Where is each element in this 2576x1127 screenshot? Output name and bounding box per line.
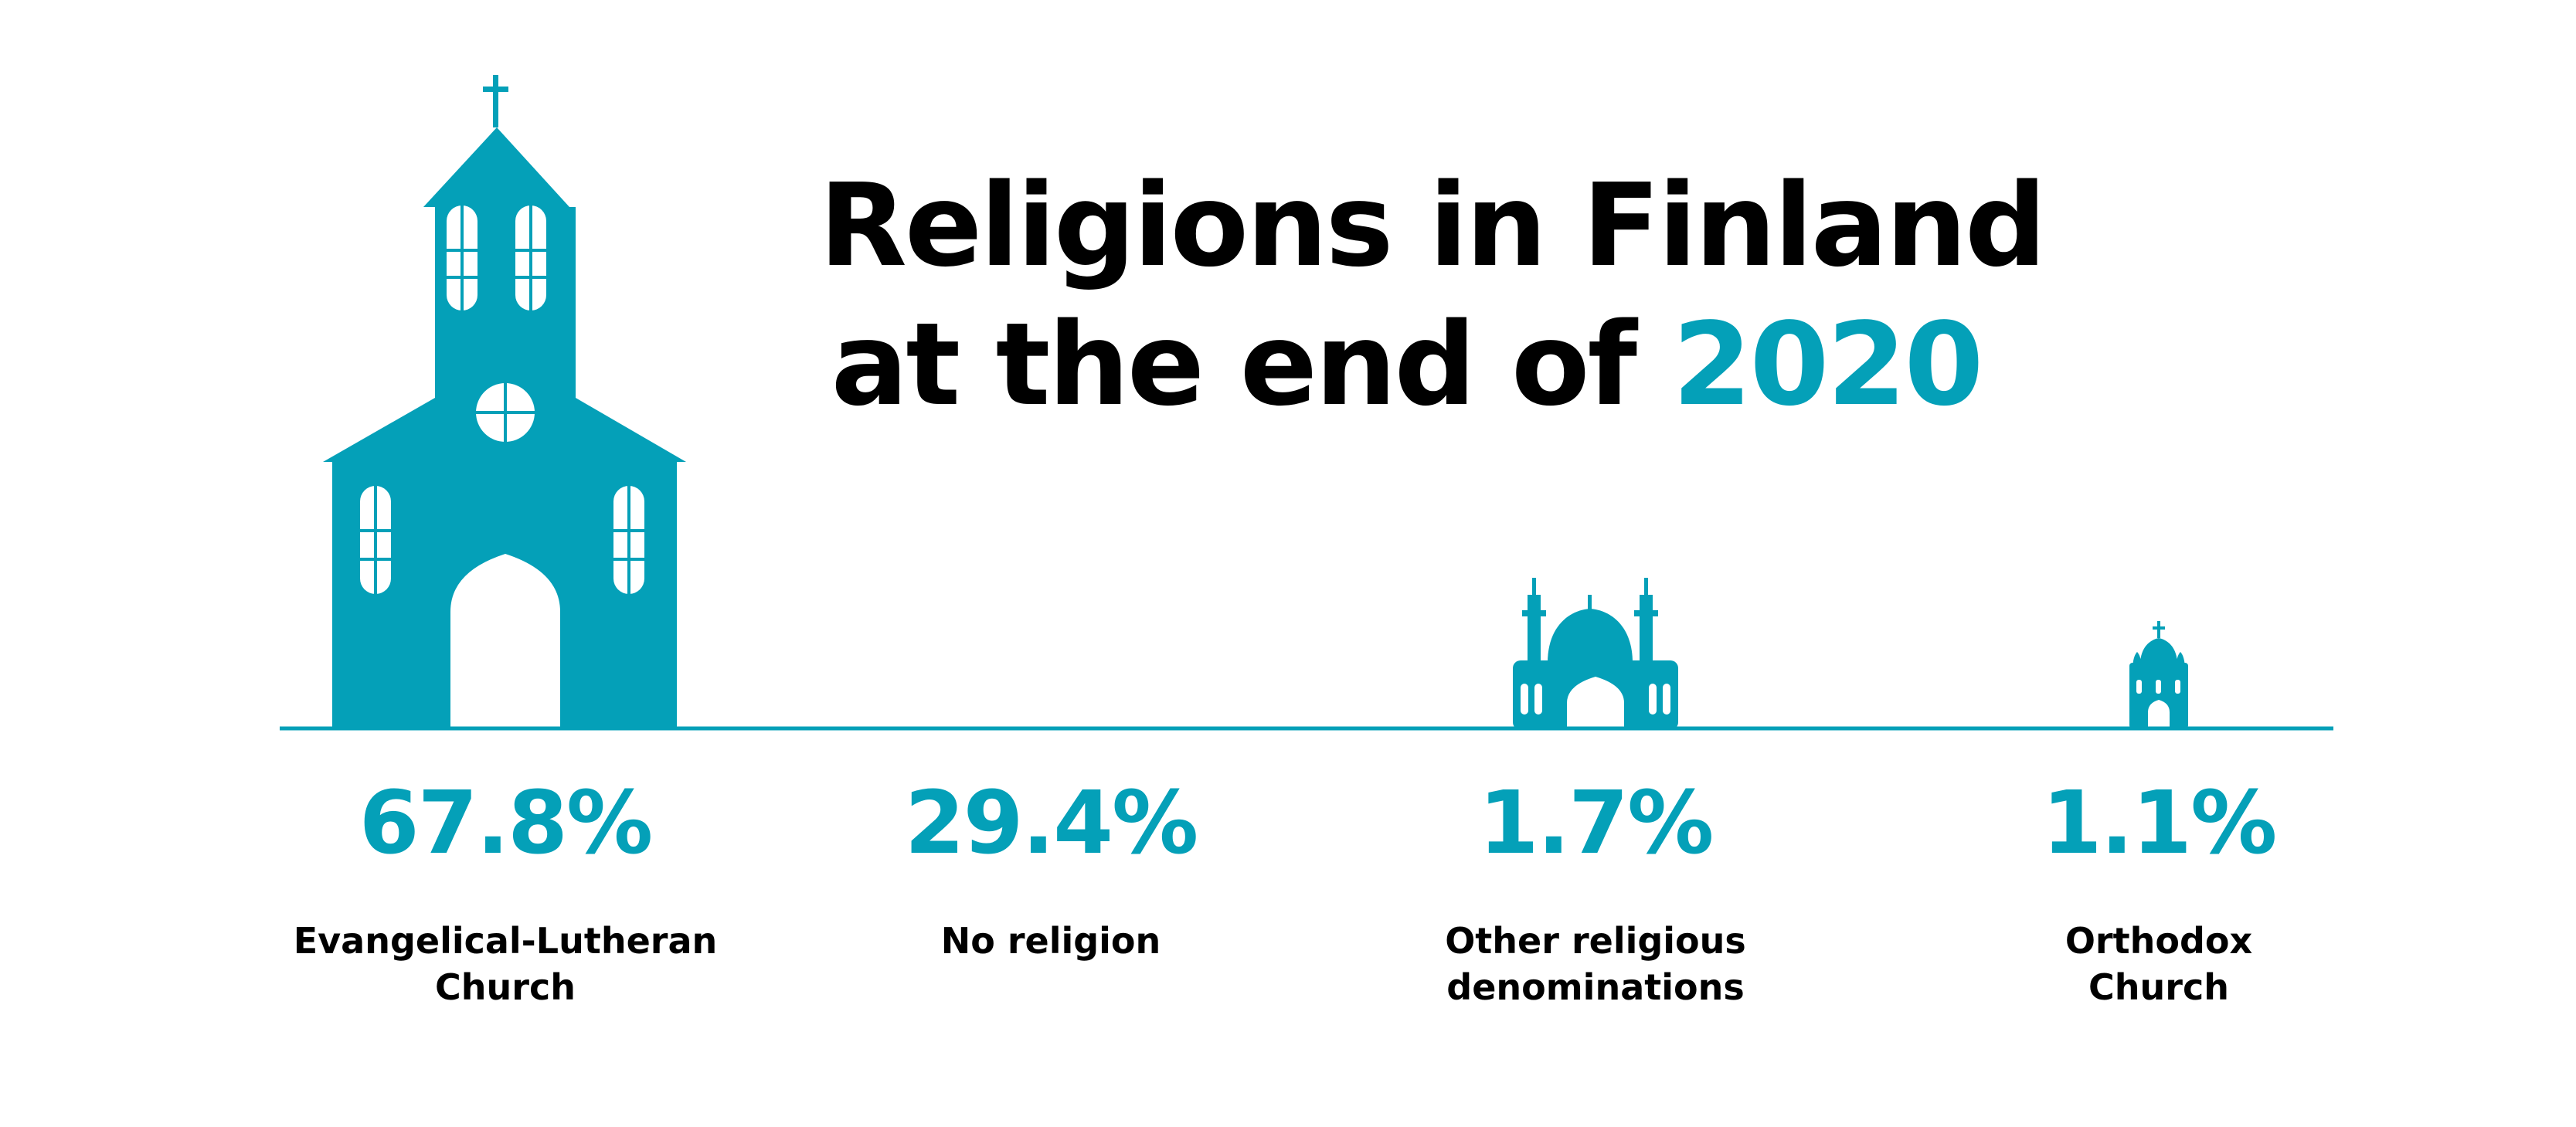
category-label-line: Orthodox	[2065, 920, 2253, 962]
value-label-no-religion: 29.4%	[904, 773, 1199, 874]
category-label-evangelical-lutheran: Evangelical-Lutheran Church	[258, 918, 753, 1010]
church-icon	[323, 75, 686, 727]
category-label-no-religion: No religion	[804, 918, 1298, 964]
value-label-evangelical-lutheran: 67.8%	[359, 773, 654, 874]
category-label-orthodox: Orthodox Church	[1912, 918, 2406, 1010]
chart-title-prefix: at the end of	[831, 298, 1673, 431]
mosque-icon	[1513, 578, 1678, 730]
chart-title-line-1: Religions in Finland	[819, 159, 2047, 292]
orthodox-church-icon	[2129, 621, 2188, 728]
category-label-line: Church	[435, 966, 576, 1008]
category-label-line: Evangelical-Lutheran	[293, 920, 718, 962]
category-label-line: denominations	[1446, 966, 1745, 1008]
category-label-line: No religion	[940, 920, 1161, 962]
category-label-other-religious: Other religious denominations	[1348, 918, 1843, 1010]
chart-title-year: 2020	[1672, 298, 1984, 431]
category-label-line: Church	[2088, 966, 2229, 1008]
category-label-line: Other religious	[1445, 920, 1746, 962]
chart-title-line-2: at the end of 2020	[819, 307, 1993, 422]
value-label-other-religious: 1.7%	[1478, 773, 1715, 874]
value-label-orthodox: 1.1%	[2041, 773, 2278, 874]
